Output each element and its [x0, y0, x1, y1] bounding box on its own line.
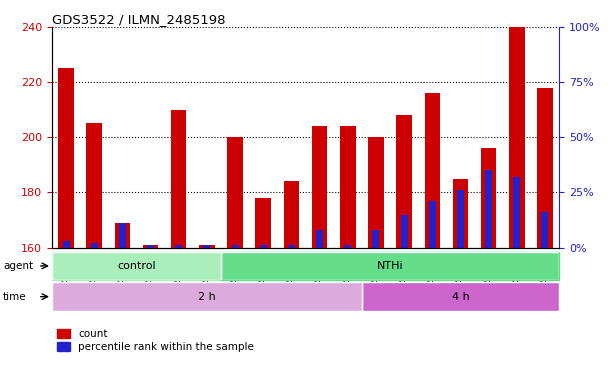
Bar — [199, 245, 214, 248]
Bar — [58, 68, 74, 248]
Bar — [509, 27, 525, 248]
Bar — [457, 190, 464, 248]
Bar — [52, 252, 221, 280]
Bar — [221, 252, 559, 280]
Bar — [227, 137, 243, 248]
Bar — [373, 230, 379, 248]
Text: 2 h: 2 h — [198, 291, 216, 302]
Bar — [397, 115, 412, 248]
Text: time: time — [3, 291, 27, 302]
Bar — [90, 243, 98, 248]
Bar — [52, 252, 221, 280]
Bar — [221, 252, 559, 280]
Bar — [368, 137, 384, 248]
Bar — [481, 148, 496, 248]
Bar — [52, 282, 362, 311]
Bar — [541, 212, 549, 248]
Bar — [537, 88, 553, 248]
Bar — [62, 241, 70, 248]
Bar — [362, 282, 559, 311]
Bar — [429, 201, 436, 248]
Bar — [340, 126, 356, 248]
Bar — [115, 223, 130, 248]
Bar — [312, 126, 327, 248]
Bar — [425, 93, 440, 248]
Text: GDS3522 / ILMN_2485198: GDS3522 / ILMN_2485198 — [52, 13, 225, 26]
Bar — [401, 215, 408, 248]
Bar — [52, 282, 362, 311]
Bar — [232, 245, 238, 248]
Bar — [86, 124, 102, 248]
Bar — [171, 110, 186, 248]
Bar — [344, 245, 351, 248]
Text: agent: agent — [3, 261, 33, 271]
Bar — [316, 230, 323, 248]
Bar — [175, 245, 182, 248]
Bar — [119, 223, 126, 248]
Bar — [255, 198, 271, 248]
Bar — [147, 245, 154, 248]
Bar — [260, 245, 267, 248]
Bar — [453, 179, 468, 248]
Bar — [362, 282, 559, 311]
Bar — [284, 182, 299, 248]
Bar — [143, 245, 158, 248]
Bar — [288, 245, 295, 248]
Bar — [203, 245, 210, 248]
Text: control: control — [117, 261, 156, 271]
Text: 4 h: 4 h — [452, 291, 469, 302]
Bar — [485, 170, 492, 248]
Bar — [513, 177, 521, 248]
Text: NTHi: NTHi — [377, 261, 403, 271]
Legend: count, percentile rank within the sample: count, percentile rank within the sample — [57, 329, 254, 352]
